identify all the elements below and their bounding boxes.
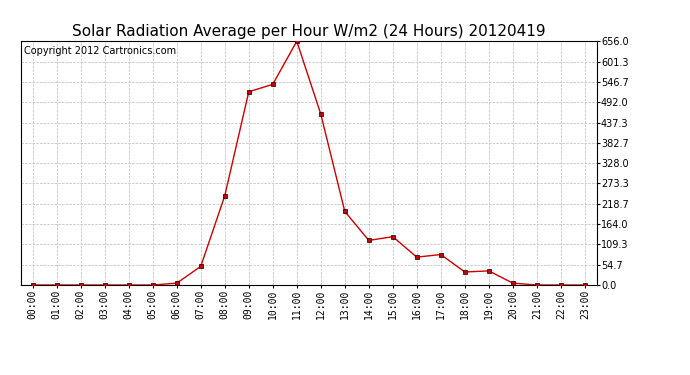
Title: Solar Radiation Average per Hour W/m2 (24 Hours) 20120419: Solar Radiation Average per Hour W/m2 (2… (72, 24, 546, 39)
Text: Copyright 2012 Cartronics.com: Copyright 2012 Cartronics.com (23, 46, 176, 56)
